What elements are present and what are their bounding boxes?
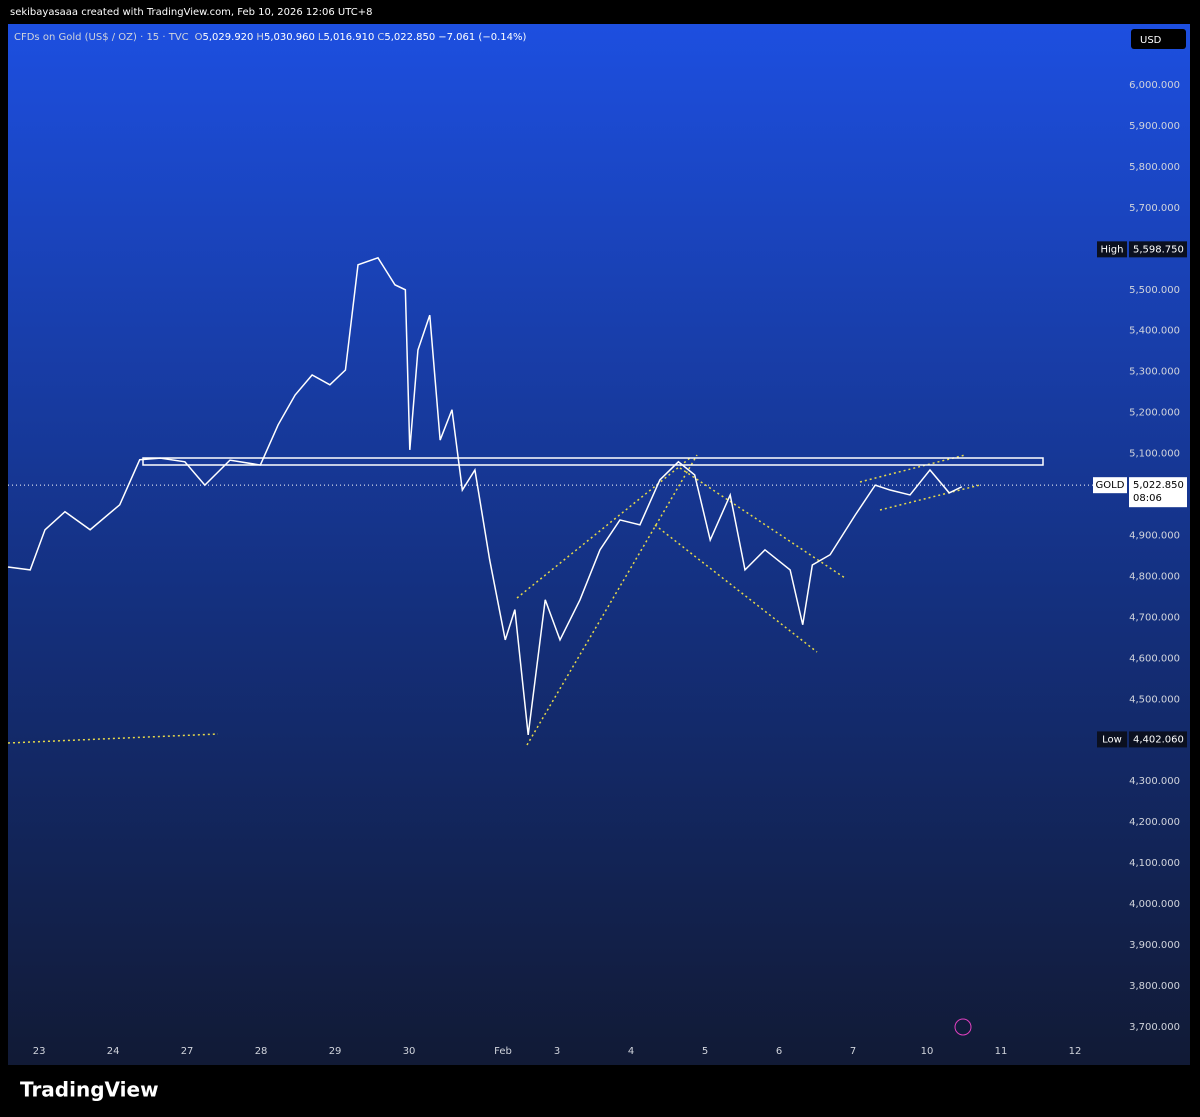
last-price-value: 5,022.850 bbox=[1133, 480, 1184, 491]
symbol: CFDs on Gold (US$ / OZ) · 15 · TVC bbox=[14, 32, 189, 43]
x-tick-label: Feb bbox=[494, 1046, 512, 1057]
x-tick-label: 24 bbox=[107, 1046, 120, 1057]
y-tick-label: 4,900.000 bbox=[1129, 530, 1180, 541]
last-price-tag bbox=[1093, 477, 1127, 494]
x-tick-label: 27 bbox=[181, 1046, 194, 1057]
x-tick-label: 28 bbox=[255, 1046, 268, 1057]
alert-icon[interactable] bbox=[954, 1018, 972, 1036]
y-tick-label: 5,100.000 bbox=[1129, 449, 1180, 460]
x-tick-label: 12 bbox=[1069, 1046, 1082, 1057]
symbol-legend: CFDs on Gold (US$ / OZ) · 15 · TVC O 5,029… bbox=[14, 32, 526, 43]
y-tick-label: 4,500.000 bbox=[1129, 694, 1180, 705]
x-tick-label: 5 bbox=[702, 1046, 708, 1057]
currency[interactable]: USD bbox=[1140, 35, 1162, 46]
y-tick-label: 5,500.000 bbox=[1129, 285, 1180, 296]
x-tick-label: 29 bbox=[329, 1046, 342, 1057]
ohlc-key: L bbox=[318, 32, 324, 43]
last-price-name: GOLD bbox=[1096, 480, 1125, 491]
y-tick-label: 3,800.000 bbox=[1129, 981, 1180, 992]
y-tick-label: 5,300.000 bbox=[1129, 367, 1180, 378]
trendlines bbox=[7, 454, 981, 746]
last-price-box bbox=[1129, 477, 1187, 508]
x-tick-label: 10 bbox=[921, 1046, 934, 1057]
y-tick-label: 3,900.000 bbox=[1129, 940, 1180, 951]
x-tick-label: 3 bbox=[554, 1046, 560, 1057]
ohlc-value: 5,022.850 bbox=[384, 32, 435, 43]
y-tick-label: 4,600.000 bbox=[1129, 653, 1180, 664]
y-tick-label: 4,800.000 bbox=[1129, 571, 1180, 582]
currency-box[interactable] bbox=[1131, 29, 1186, 49]
x-tick-label: 7 bbox=[850, 1046, 856, 1057]
y-tick-label: 4,700.000 bbox=[1129, 612, 1180, 623]
marker-box bbox=[1129, 731, 1187, 748]
x-tick-label: 4 bbox=[628, 1046, 634, 1057]
y-tick-label: 4,300.000 bbox=[1129, 776, 1180, 787]
marker-name: High bbox=[1101, 244, 1124, 255]
y-tick-label: 4,000.000 bbox=[1129, 899, 1180, 910]
y-tick-label: 5,900.000 bbox=[1129, 121, 1180, 132]
ohlc-key: C bbox=[377, 32, 384, 43]
x-tick-label: 6 bbox=[776, 1046, 782, 1057]
y-tick-label: 5,700.000 bbox=[1129, 203, 1180, 214]
y-tick-label: 5,200.000 bbox=[1129, 408, 1180, 419]
ohlc-key: H bbox=[256, 32, 264, 43]
attribution: sekibayasaaa created with TradingView.co… bbox=[10, 7, 372, 18]
marker-tag bbox=[1097, 241, 1127, 258]
y-tick-label: 6,000.000 bbox=[1129, 80, 1180, 91]
chart-area bbox=[8, 24, 1190, 1065]
marker-name: Low bbox=[1102, 734, 1122, 745]
y-tick-label: 4,200.000 bbox=[1129, 817, 1180, 828]
brand: TradingView bbox=[20, 1078, 159, 1102]
marker-value: 5,598.750 bbox=[1133, 244, 1184, 255]
ohlc-value: 5,030.960 bbox=[264, 32, 315, 43]
marker-box bbox=[1129, 241, 1187, 258]
y-tick-label: 4,100.000 bbox=[1129, 858, 1180, 869]
ohlc-key: O bbox=[195, 32, 203, 43]
y-tick-label: 5,800.000 bbox=[1129, 162, 1180, 173]
x-tick-label: 23 bbox=[33, 1046, 46, 1057]
marker-value: 4,402.060 bbox=[1133, 734, 1184, 745]
y-tick-label: 5,400.000 bbox=[1129, 326, 1180, 337]
ohlc-value: 5,029.920 bbox=[203, 32, 254, 43]
countdown: 08:06 bbox=[1133, 493, 1162, 504]
y-tick-label: 3,700.000 bbox=[1129, 1022, 1180, 1033]
change: −7.061 (−0.14%) bbox=[438, 32, 526, 43]
ohlc-value: 5,016.910 bbox=[323, 32, 374, 43]
price-line bbox=[7, 256, 963, 736]
x-tick-label: 30 bbox=[403, 1046, 416, 1057]
marker-tag bbox=[1097, 731, 1127, 748]
zone bbox=[142, 457, 1044, 466]
x-tick-label: 11 bbox=[995, 1046, 1008, 1057]
